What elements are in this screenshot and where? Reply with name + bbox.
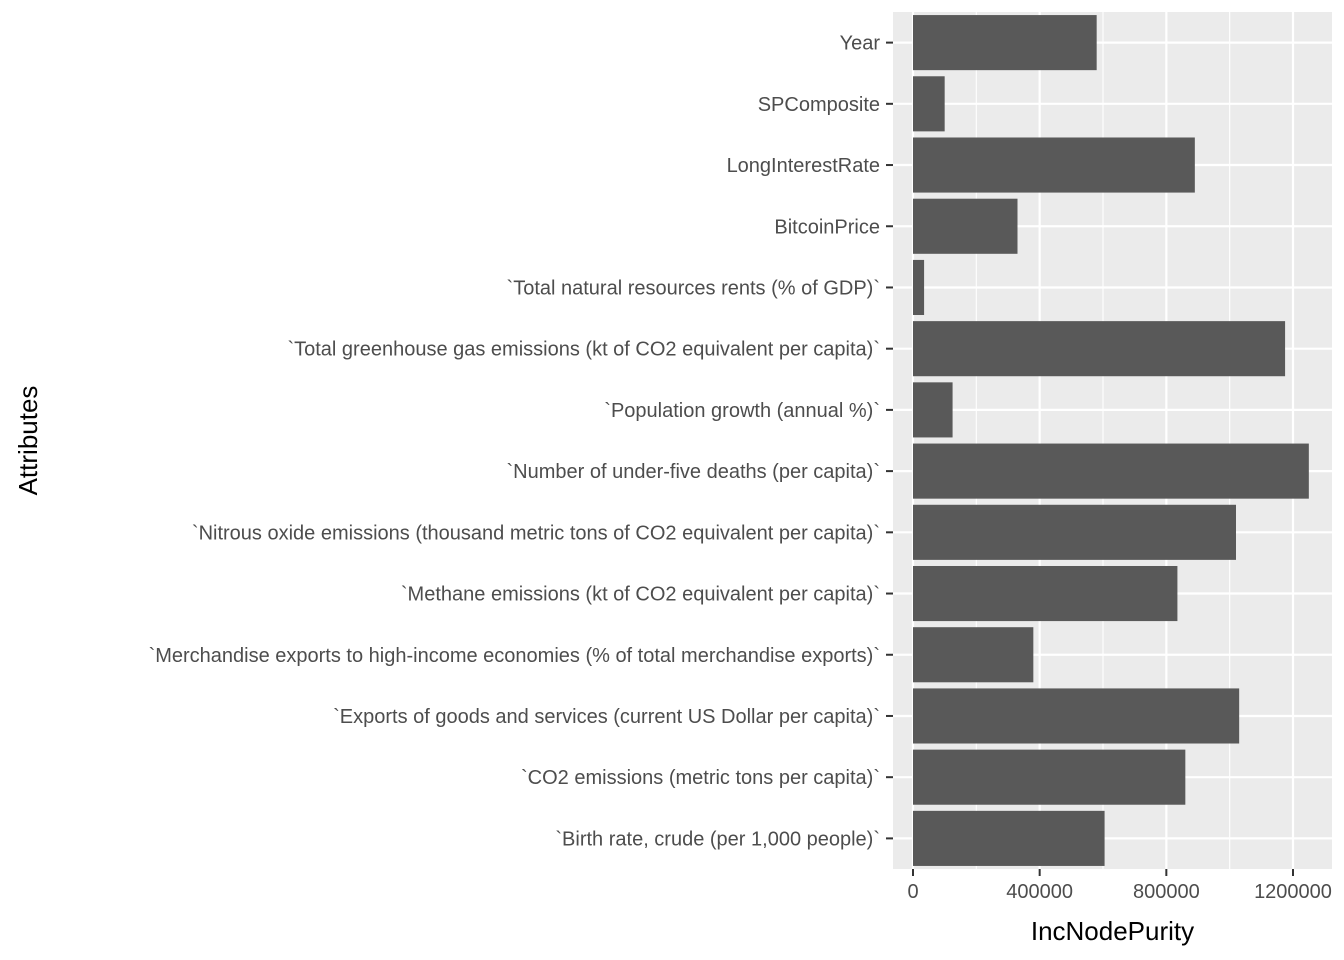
bar	[913, 504, 1236, 560]
bar	[913, 15, 1097, 71]
x-tick-label: 0	[907, 881, 918, 903]
y-tick-label: `Population growth (annual %)`	[604, 400, 880, 422]
y-axis-ticks: Year SPComposite LongInterestRate BitcoinPr…	[149, 33, 893, 850]
bar	[913, 443, 1309, 499]
y-tick-label: SPComposite	[758, 94, 880, 116]
bar	[913, 137, 1195, 193]
bar	[913, 810, 1105, 866]
bar	[913, 259, 925, 316]
y-tick-label: `Birth rate, crude (per 1,000 people)`	[555, 828, 880, 850]
bar	[913, 76, 945, 132]
x-axis-ticks: 0 400000 800000 1200000	[907, 869, 1332, 903]
y-tick-label: `Total greenhouse gas emissions (kt of C…	[287, 339, 880, 361]
bar	[913, 321, 1286, 377]
y-axis-title: Attributes	[13, 386, 43, 496]
x-tick-label: 1200000	[1254, 881, 1332, 903]
y-tick-label: `Exports of goods and services (current …	[333, 706, 880, 728]
y-tick-label: Year	[840, 33, 881, 55]
bar	[913, 198, 1018, 254]
y-tick-label: `Merchandise exports to high-income econ…	[149, 645, 880, 667]
x-tick-label: 400000	[1006, 881, 1073, 903]
bar	[913, 627, 1034, 683]
y-tick-label: `Nitrous oxide emissions (thousand metri…	[192, 522, 880, 544]
bar	[913, 382, 953, 438]
y-tick-label: LongInterestRate	[727, 155, 880, 177]
x-tick-label: 800000	[1133, 881, 1200, 903]
bar	[913, 688, 1240, 744]
y-tick-label: `Methane emissions (kt of CO2 equivalent…	[401, 584, 880, 606]
bars	[913, 15, 1309, 866]
x-axis-title: IncNodePurity	[1031, 916, 1194, 946]
y-tick-label: `Number of under-five deaths (per capita…	[507, 461, 881, 483]
y-tick-label: `CO2 emissions (metric tons per capita)`	[521, 767, 880, 789]
bar	[913, 749, 1186, 805]
bar	[913, 565, 1178, 622]
y-tick-label: BitcoinPrice	[774, 216, 880, 238]
y-tick-label: `Total natural resources rents (% of GDP…	[507, 277, 880, 299]
